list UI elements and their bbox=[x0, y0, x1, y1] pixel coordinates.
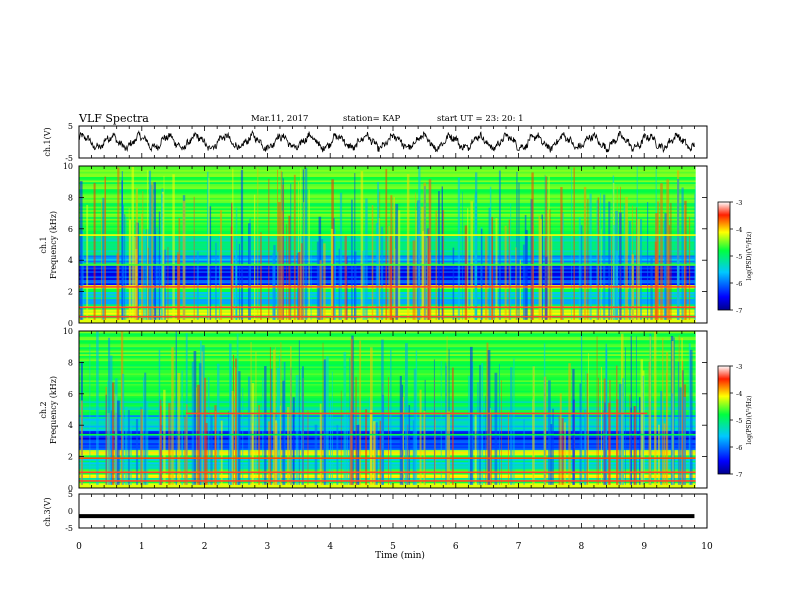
colorbar-label: log(PSD)(V²/Hz) bbox=[746, 232, 753, 281]
ch3-ylabel: ch.3(V) bbox=[43, 497, 52, 526]
colorbar-tick-label: -5 bbox=[736, 253, 742, 261]
colorbar-tick-label: -7 bbox=[736, 307, 742, 315]
ch2-spec-ytick-label: 6 bbox=[68, 390, 73, 399]
xtick-label: 1 bbox=[139, 542, 145, 552]
xtick-label: 0 bbox=[76, 542, 82, 552]
ch2-spec-ylabel-a: ch.2 bbox=[39, 401, 48, 418]
xtick-label: 10 bbox=[701, 542, 713, 552]
colorbar-tick-label: -6 bbox=[736, 444, 742, 452]
colorbar-tick-label: -4 bbox=[736, 390, 742, 398]
start-time-label: start UT = 23: 20: 1 bbox=[437, 114, 524, 124]
figure-title: VLF Spectra bbox=[79, 112, 149, 125]
ch2-spec-ytick-label: 0 bbox=[68, 484, 73, 493]
ch1-ytick-label: -5 bbox=[65, 154, 73, 163]
ch1-ylabel: ch.1(V) bbox=[43, 127, 52, 156]
ch2-colorbar bbox=[717, 365, 731, 475]
ch1-waveform-line bbox=[79, 129, 695, 154]
colorbar-tick-label: -4 bbox=[736, 226, 742, 234]
ch1-spec-ytick-label: 4 bbox=[68, 256, 73, 265]
colorbar-tick-label: -6 bbox=[736, 280, 742, 288]
ch1-ytick-label: 5 bbox=[68, 122, 73, 131]
colorbar-tick-label: -3 bbox=[736, 363, 742, 371]
ch1-spec-ytick-label: 10 bbox=[63, 162, 73, 171]
ch2-spec-ytick-label: 2 bbox=[68, 453, 73, 462]
colorbar-tick-label: -7 bbox=[736, 471, 742, 479]
ch3-ytick-label: 5 bbox=[68, 490, 73, 499]
ch1-spec-ytick-label: 8 bbox=[68, 193, 73, 202]
ch1-spec-ylabel-b: Frequency (kHz) bbox=[49, 211, 58, 279]
ch2-spectrogram bbox=[79, 331, 707, 488]
ch1-colorbar bbox=[717, 201, 731, 311]
xtick-label: 6 bbox=[453, 542, 459, 552]
ch2-spec-ytick-label: 4 bbox=[68, 421, 73, 430]
xtick-label: 9 bbox=[641, 542, 647, 552]
ch1-spec-ytick-label: 2 bbox=[68, 288, 73, 297]
station-label: station= KAP bbox=[343, 114, 401, 124]
ch2-spec-ytick-label: 10 bbox=[63, 327, 73, 336]
ch1-spec-ytick-label: 0 bbox=[68, 319, 73, 328]
xtick-label: 5 bbox=[390, 542, 396, 552]
ch1-spectrogram-panel bbox=[78, 165, 708, 324]
ch2-spec-ytick-label: 8 bbox=[68, 358, 73, 367]
xaxis-label: Time (min) bbox=[375, 550, 425, 561]
xtick-label: 3 bbox=[265, 542, 271, 552]
ch3-waveform-panel bbox=[78, 493, 708, 529]
ch1-spectrogram bbox=[79, 166, 707, 323]
ch1-spec-ylabel-a: ch.1 bbox=[39, 236, 48, 253]
xtick-label: 7 bbox=[516, 542, 522, 552]
ch2-spectrogram-panel bbox=[78, 330, 708, 489]
colorbar-tick-label: -5 bbox=[736, 417, 742, 425]
ch3-ytick-label: -5 bbox=[65, 524, 73, 533]
xtick-label: 4 bbox=[327, 542, 333, 552]
date-label: Mar.11, 2017 bbox=[251, 114, 309, 124]
colorbar-tick-label: -3 bbox=[736, 199, 742, 207]
xtick-label: 8 bbox=[579, 542, 585, 552]
ch3-ytick-label: 0 bbox=[68, 507, 73, 516]
ch2-spec-ylabel-b: Frequency (kHz) bbox=[49, 376, 58, 444]
ch1-spec-ytick-label: 6 bbox=[68, 225, 73, 234]
colorbar-label: log(PSD)(V²/Hz) bbox=[746, 396, 753, 445]
xtick-label: 2 bbox=[202, 542, 208, 552]
